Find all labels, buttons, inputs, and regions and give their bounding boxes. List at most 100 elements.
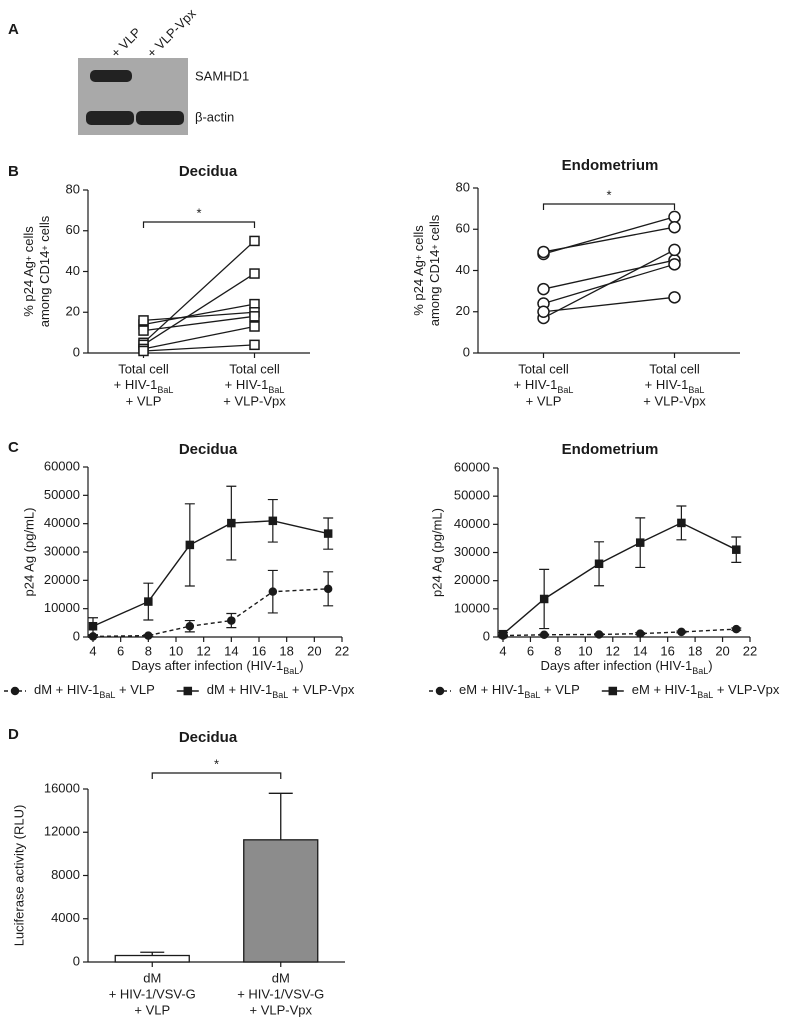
x-tick-label: 10 — [169, 643, 183, 658]
y-tick-label: 40000 — [454, 516, 490, 531]
y-tick-label: 60000 — [454, 459, 490, 474]
x-tick-label: + HIV-1BaL — [114, 377, 174, 395]
marker — [88, 621, 98, 631]
marker — [144, 597, 153, 606]
x-tick-label: 16 — [660, 643, 674, 658]
marker — [268, 516, 278, 526]
x-tick-label: 4 — [499, 643, 506, 658]
x-tick-label: Total cell — [649, 361, 700, 376]
y-tick-label: 60000 — [44, 458, 80, 473]
x-axis-label: Days after infection (HIV-1BaL) — [540, 658, 712, 676]
series-line — [502, 628, 737, 637]
chart-title: Decidua — [179, 441, 238, 458]
marker — [668, 210, 681, 224]
label-part: Days after infection (HIV-1 — [540, 658, 692, 673]
marker — [268, 587, 278, 596]
y-tick-label: 12000 — [44, 824, 80, 839]
label-part: + VLP — [540, 682, 579, 697]
marker — [227, 518, 236, 528]
pair-line — [143, 272, 255, 346]
x-tick-label: 22 — [743, 643, 757, 658]
pair-line — [143, 240, 255, 344]
panel-label: A — [8, 21, 19, 38]
pair-line — [143, 325, 255, 350]
x-tick-label: Total cell — [229, 361, 280, 376]
y-axis-label: Luciferase activity (RLU) — [11, 805, 26, 947]
marker — [537, 245, 550, 259]
x-tick-label: + HIV-1BaL — [514, 377, 574, 395]
x-tick-label: 8 — [554, 643, 561, 658]
x-tick-label: 18 — [279, 643, 293, 658]
marker — [249, 311, 260, 322]
y-tick-label: 40 — [66, 263, 80, 278]
marker — [677, 627, 686, 637]
label-part: dM + HIV-1 — [207, 682, 272, 697]
panel-label: C — [8, 439, 19, 456]
marker — [138, 315, 149, 326]
legend-marker — [10, 686, 20, 696]
label-part: cells — [411, 225, 426, 255]
y-tick-label: 0 — [73, 628, 80, 643]
label-part: + HIV-1 — [114, 377, 158, 392]
label-part: dM + HIV-1 — [34, 682, 99, 697]
x-tick-label: + VLP — [526, 393, 562, 408]
y-tick-label: 0 — [483, 628, 490, 643]
marker — [635, 538, 645, 547]
x-tick-label: 4 — [89, 643, 96, 658]
label-part: + — [40, 245, 50, 250]
significance-bracket — [142, 221, 256, 228]
marker — [498, 629, 508, 639]
x-tick-label: + VLP-Vpx — [249, 1002, 312, 1017]
x-tick-label: 16 — [252, 643, 266, 658]
legend-marker — [183, 686, 193, 696]
label-part: % p24 Ag — [411, 260, 426, 316]
marker — [594, 559, 604, 569]
significance-bracket — [542, 203, 676, 210]
x-tick-label: 20 — [307, 643, 321, 658]
series-line — [502, 522, 737, 635]
marker — [539, 594, 549, 604]
y-axis-label-line: among CD14+ cells — [427, 214, 442, 326]
label-part: + VLP — [115, 682, 154, 697]
marker — [635, 629, 645, 638]
marker — [668, 220, 681, 234]
y-tick-label: 80 — [456, 179, 470, 194]
x-tick-label: 6 — [117, 643, 124, 658]
y-tick-label: 16000 — [44, 780, 80, 795]
x-tick-label: + HIV-1BaL — [645, 377, 705, 395]
label-part: + — [430, 244, 440, 249]
series-line — [92, 520, 329, 627]
marker — [668, 291, 681, 304]
significance-label: * — [196, 205, 201, 220]
marker — [323, 584, 333, 594]
label-part: BaL — [283, 666, 299, 676]
y-tick-label: 20000 — [44, 572, 80, 587]
pair-line — [143, 315, 255, 332]
marker — [185, 540, 195, 550]
x-tick-label: 12 — [606, 643, 620, 658]
x-axis-label: Days after infection (HIV-1BaL) — [131, 658, 303, 676]
label-part: cells — [427, 214, 442, 244]
chart-title: Decidua — [179, 163, 238, 180]
y-tick-label: 50000 — [44, 487, 80, 502]
x-tick-label: + VLP-Vpx — [643, 393, 706, 408]
label-part: eM + HIV-1 — [632, 682, 697, 697]
label-part: BaL — [157, 385, 173, 395]
label-part: BaL — [99, 690, 115, 700]
y-tick-label: 0 — [73, 344, 80, 359]
x-tick-label: 22 — [335, 643, 349, 658]
label-part: Days after infection (HIV-1 — [131, 658, 283, 673]
label-part: BaL — [688, 385, 704, 395]
marker — [594, 630, 604, 639]
marker — [537, 282, 550, 296]
x-tick-label: + HIV-1/VSV-G — [109, 986, 196, 1001]
marker — [249, 268, 260, 279]
label-part: BaL — [272, 690, 288, 700]
marker — [144, 631, 153, 640]
blot-band — [90, 70, 132, 82]
y-tick-label: 8000 — [51, 867, 80, 882]
label-part: + VLP-Vpx — [288, 682, 355, 697]
y-tick-label: 0 — [73, 953, 80, 968]
